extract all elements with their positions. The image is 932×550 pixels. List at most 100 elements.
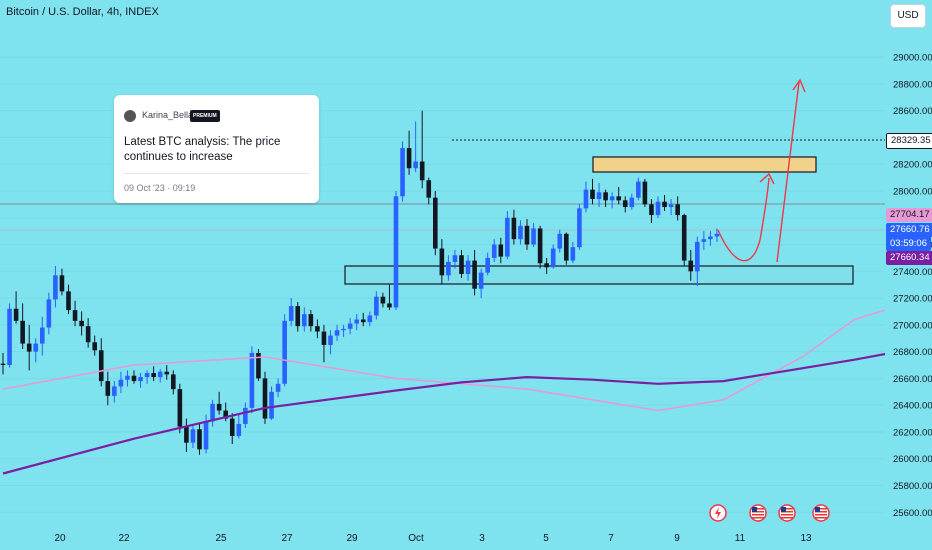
candle[interactable] [282, 314, 287, 387]
candle[interactable] [98, 338, 104, 387]
candle[interactable] [459, 249, 464, 278]
candle[interactable] [360, 312, 366, 327]
candle[interactable] [413, 121, 418, 173]
candle[interactable] [452, 249, 458, 269]
candle[interactable] [688, 249, 694, 281]
candle[interactable] [426, 177, 432, 205]
candle[interactable] [236, 414, 242, 439]
candle[interactable] [275, 378, 281, 398]
candle[interactable] [341, 324, 346, 337]
candle[interactable] [505, 211, 510, 260]
candle[interactable] [419, 110, 425, 189]
candle[interactable] [354, 314, 359, 331]
candle[interactable] [144, 370, 150, 384]
candle[interactable] [125, 370, 130, 387]
candle[interactable] [478, 268, 484, 299]
candle[interactable] [328, 330, 333, 355]
candle[interactable] [564, 232, 569, 265]
candle[interactable] [701, 231, 707, 250]
candle[interactable] [190, 423, 196, 449]
candle[interactable] [472, 249, 477, 296]
candle[interactable] [184, 418, 189, 453]
candle[interactable] [262, 371, 268, 424]
candle[interactable] [622, 196, 628, 213]
us-flag-icon[interactable] [749, 504, 767, 522]
candle[interactable] [7, 303, 12, 368]
candle[interactable] [13, 291, 19, 324]
candle[interactable] [524, 219, 530, 250]
candle[interactable] [577, 204, 582, 250]
candle[interactable] [387, 284, 392, 311]
candle[interactable] [334, 324, 340, 341]
idea-card[interactable]: Karina_Bella PREMIUM Latest BTC analysis… [114, 95, 319, 203]
candle[interactable] [177, 383, 183, 434]
candle[interactable] [315, 319, 320, 339]
candle[interactable] [288, 298, 294, 327]
candle[interactable] [400, 141, 405, 202]
candle[interactable] [393, 190, 399, 311]
candle[interactable] [518, 220, 523, 245]
candle[interactable] [465, 255, 471, 281]
candle[interactable] [439, 239, 445, 285]
candle[interactable] [151, 366, 156, 382]
candle[interactable] [629, 193, 635, 210]
candle[interactable] [0, 352, 6, 375]
candle[interactable] [138, 373, 143, 388]
candle[interactable] [210, 399, 215, 427]
candle[interactable] [157, 369, 163, 383]
candle[interactable] [406, 130, 412, 175]
candle[interactable] [485, 252, 490, 276]
candle[interactable] [302, 307, 307, 332]
candle[interactable] [636, 177, 641, 201]
candle[interactable] [655, 196, 661, 218]
candle[interactable] [269, 386, 274, 420]
candle[interactable] [243, 402, 248, 428]
avatar[interactable] [124, 110, 136, 122]
candle[interactable] [668, 199, 674, 216]
candle[interactable] [609, 192, 615, 209]
us-flag-icon[interactable] [778, 504, 796, 522]
us-flag-icon[interactable] [812, 504, 830, 522]
candle[interactable] [72, 300, 78, 327]
candle[interactable] [295, 302, 301, 332]
candle[interactable] [112, 381, 117, 403]
candle[interactable] [570, 241, 576, 264]
candle[interactable] [557, 229, 563, 253]
candle[interactable] [26, 324, 32, 371]
candle[interactable] [321, 324, 327, 363]
candle[interactable] [53, 265, 58, 308]
candle[interactable] [537, 225, 543, 269]
candle[interactable] [85, 318, 91, 348]
candle[interactable] [256, 348, 261, 382]
candle[interactable] [714, 228, 720, 242]
candle[interactable] [583, 181, 589, 213]
candle[interactable] [642, 178, 648, 208]
candle[interactable] [544, 257, 549, 274]
candle[interactable] [33, 338, 39, 363]
candle[interactable] [662, 194, 667, 212]
candle[interactable] [131, 370, 137, 384]
candle[interactable] [708, 231, 713, 246]
candle[interactable] [40, 316, 45, 356]
candle[interactable] [308, 310, 314, 332]
candle[interactable] [164, 365, 170, 380]
author-name[interactable]: Karina_Bella [142, 110, 194, 120]
candle[interactable] [491, 239, 497, 262]
candle[interactable] [603, 189, 608, 208]
candle[interactable] [171, 370, 176, 395]
projection-path-second-leg[interactable] [776, 81, 800, 263]
candle[interactable] [433, 190, 438, 256]
price-axis[interactable] [885, 0, 932, 550]
candle[interactable] [216, 391, 222, 415]
candle[interactable] [446, 255, 451, 281]
candle[interactable] [46, 292, 52, 335]
candle[interactable] [347, 318, 353, 335]
candle[interactable] [59, 268, 65, 296]
candle[interactable] [367, 311, 373, 327]
candle[interactable] [590, 178, 595, 205]
candle[interactable] [105, 371, 111, 406]
candle[interactable] [616, 186, 621, 205]
candle[interactable] [66, 284, 71, 315]
candle[interactable] [229, 413, 235, 445]
